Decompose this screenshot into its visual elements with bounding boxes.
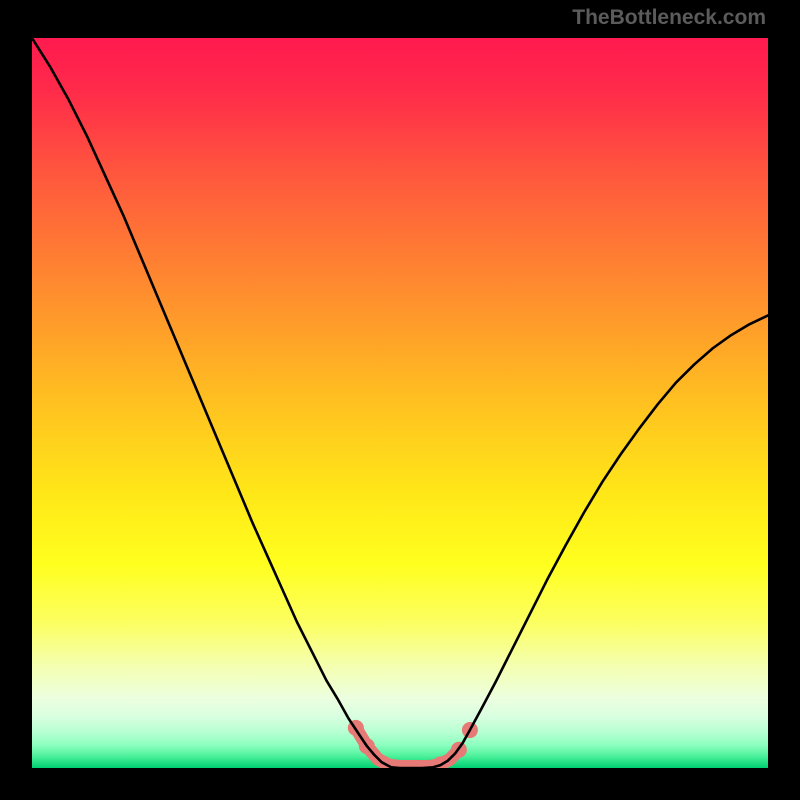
chart-frame: TheBottleneck.com bbox=[0, 0, 800, 800]
watermark-text: TheBottleneck.com bbox=[572, 6, 766, 30]
bottleneck-chart bbox=[32, 38, 768, 768]
